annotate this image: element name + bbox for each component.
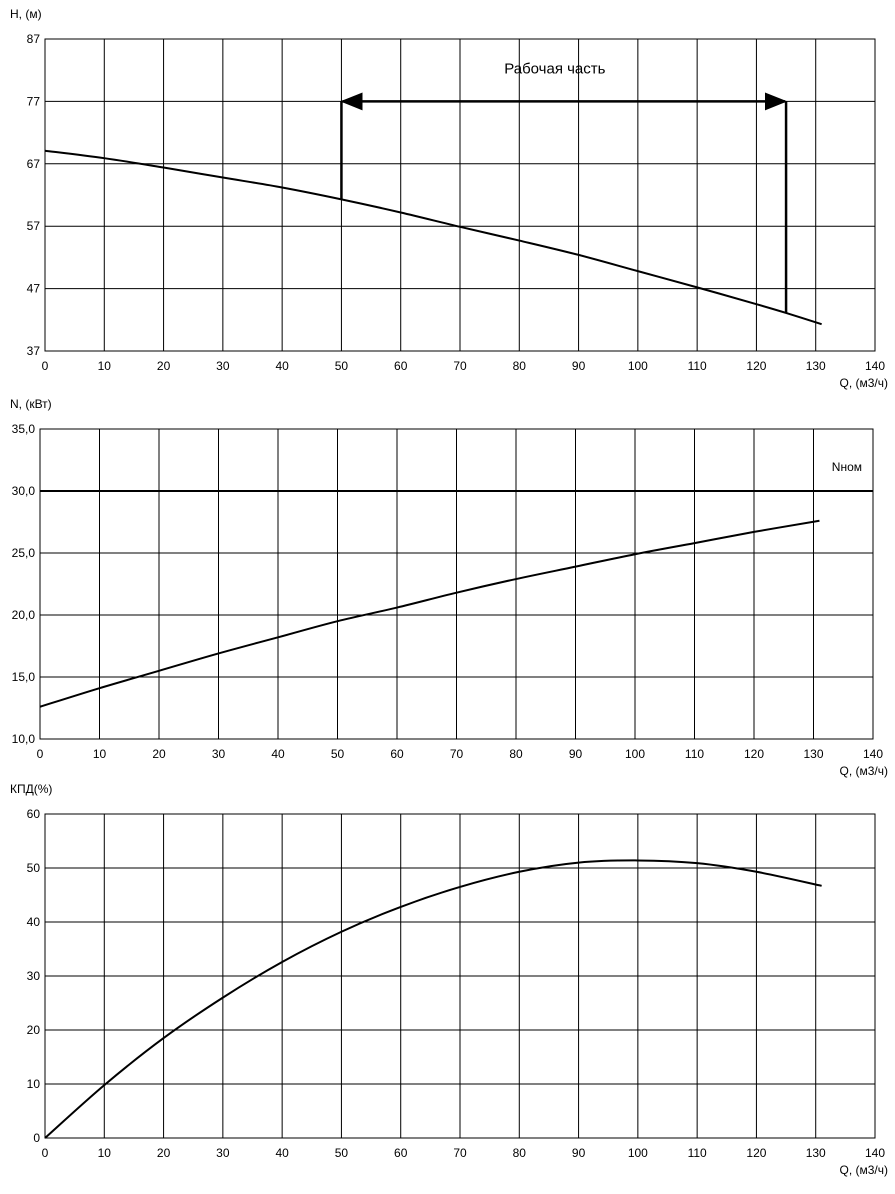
x-axis-label: Q, (м3/ч) [839,764,888,778]
series-line [39,519,820,708]
x-tick-label: 70 [453,359,467,373]
x-tick-label: 120 [746,1146,766,1160]
x-tick-label: 50 [335,359,349,373]
x-tick-label: 20 [152,747,166,761]
x-tick-label: 70 [453,1146,467,1160]
x-tick-label: 60 [394,1146,408,1160]
x-tick-label: 130 [806,1146,826,1160]
y-tick-label: 47 [27,282,41,296]
plot-frame [44,813,876,1139]
x-tick-label: 40 [271,747,285,761]
x-tick-label: 30 [216,1146,230,1160]
y-tick-label: 10,0 [12,732,36,746]
y-axis-label: КПД(%) [10,782,52,796]
x-tick-label: 50 [331,747,345,761]
y-tick-label: 30 [27,969,41,983]
x-tick-label: 0 [42,359,49,373]
x-tick-label: 20 [157,359,171,373]
chart-3: 0 10 20 30 40 50 60 70 80 90 100 110 120 130 140 0 10 20 3… [10,782,888,1177]
y-tick-label: 15,0 [12,670,36,684]
x-tick-label: 110 [685,747,704,761]
working-range-label: Рабочая часть [504,60,605,77]
x-tick-label: 90 [569,747,583,761]
y-tick-label: 50 [27,861,41,875]
chart-2: 0 10 20 30 40 50 60 70 80 90 100 110 120 130 140 10,0 15… [10,397,888,778]
x-tick-label: 60 [394,359,408,373]
x-tick-label: 10 [98,1146,112,1160]
x-tick-label: 0 [42,1146,49,1160]
x-tick-label: 60 [390,747,404,761]
y-axis-label: H, (м) [10,7,42,21]
x-tick-label: 140 [865,359,885,373]
x-axis-label: Q, (м3/ч) [839,1163,888,1177]
series-line [44,149,822,326]
x-tick-label: 10 [98,359,112,373]
x-tick-label: 100 [628,359,648,373]
x-tick-label: 30 [216,359,230,373]
y-tick-label: 35,0 [12,422,36,436]
y-tick-label: 77 [27,94,41,108]
x-tick-label: 0 [37,747,44,761]
plot-frame [44,38,876,352]
x-tick-label: 130 [803,747,823,761]
x-tick-label: 90 [572,359,586,373]
x-tick-label: 40 [275,1146,289,1160]
x-tick-label: 30 [212,747,226,761]
y-tick-label: 0 [33,1131,40,1145]
x-tick-label: 40 [275,359,289,373]
x-tick-label: 100 [625,747,645,761]
x-axis-label: Q, (м3/ч) [839,376,888,390]
y-axis-label: N, (кВт) [10,397,52,411]
y-tick-label: 20,0 [12,608,36,622]
plot-frame [39,428,874,740]
x-tick-label: 80 [509,747,523,761]
nominal-power-label: Nном [832,460,862,474]
x-tick-label: 100 [628,1146,648,1160]
y-tick-label: 40 [27,915,41,929]
x-tick-label: 140 [863,747,883,761]
y-tick-label: 10 [27,1077,41,1091]
x-tick-label: 120 [744,747,764,761]
y-tick-label: 87 [27,32,41,46]
series-line [44,859,822,1139]
y-tick-label: 60 [27,807,41,821]
y-tick-label: 67 [27,157,41,171]
x-tick-label: 70 [450,747,464,761]
x-tick-label: 120 [746,359,766,373]
x-tick-label: 90 [572,1146,586,1160]
y-tick-label: 57 [27,219,41,233]
x-tick-label: 80 [513,359,527,373]
y-tick-label: 25,0 [12,546,36,560]
x-tick-label: 130 [806,359,826,373]
x-tick-label: 110 [688,359,707,373]
x-tick-label: 50 [335,1146,349,1160]
x-tick-label: 80 [513,1146,527,1160]
x-tick-label: 10 [93,747,107,761]
y-tick-label: 30,0 [12,484,36,498]
x-tick-label: 110 [688,1146,707,1160]
x-tick-label: 140 [865,1146,885,1160]
x-tick-label: 20 [157,1146,171,1160]
y-tick-label: 37 [27,344,41,358]
y-tick-label: 20 [27,1023,41,1037]
chart-1: 0 10 20 30 40 50 60 70 80 90 100 110 120 130 140 37 47 57… [10,7,888,390]
